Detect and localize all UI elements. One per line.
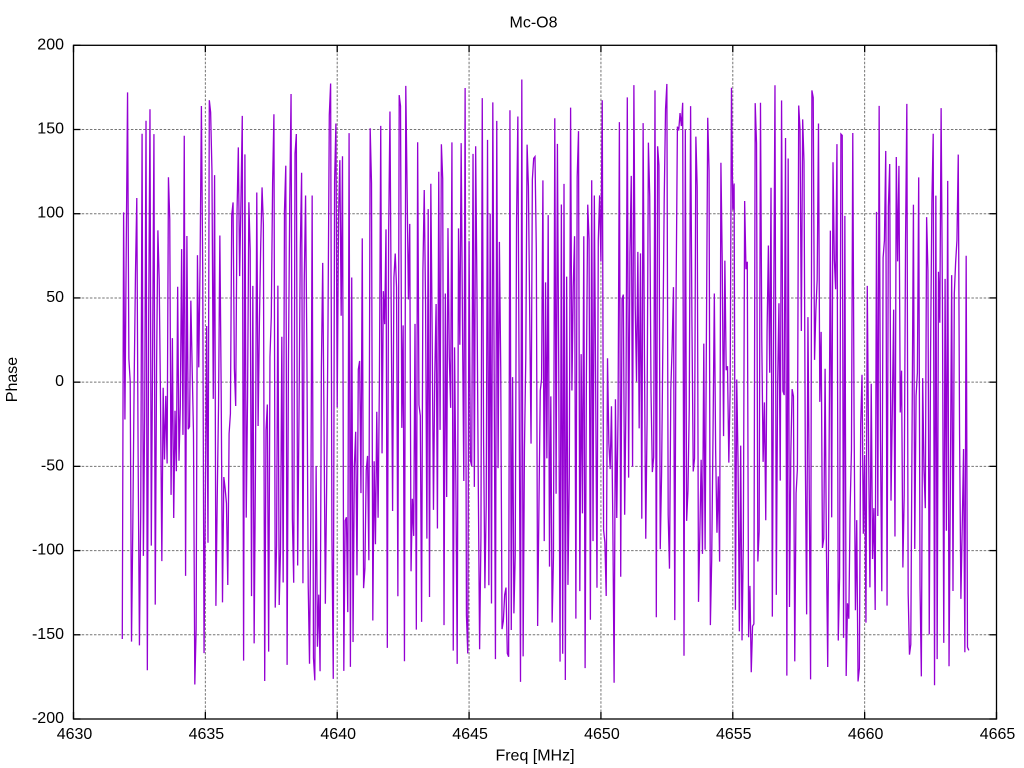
svg-text:-50: -50 <box>41 457 64 474</box>
svg-text:4650: 4650 <box>584 726 620 743</box>
svg-text:200: 200 <box>37 36 64 53</box>
svg-text:4645: 4645 <box>452 726 488 743</box>
svg-text:-100: -100 <box>32 542 64 559</box>
svg-text:150: 150 <box>37 121 64 138</box>
svg-text:100: 100 <box>37 205 64 222</box>
svg-text:4635: 4635 <box>189 726 225 743</box>
svg-text:Mc-O8: Mc-O8 <box>510 15 558 32</box>
svg-text:4640: 4640 <box>320 726 356 743</box>
svg-text:4660: 4660 <box>848 726 884 743</box>
svg-text:-150: -150 <box>32 626 64 643</box>
svg-text:-200: -200 <box>32 710 64 727</box>
svg-text:4630: 4630 <box>57 726 93 743</box>
svg-text:0: 0 <box>55 373 64 390</box>
svg-text:Phase: Phase <box>4 357 21 402</box>
svg-text:4665: 4665 <box>980 726 1016 743</box>
svg-text:4655: 4655 <box>716 726 752 743</box>
svg-text:50: 50 <box>46 289 64 306</box>
svg-text:Freq [MHz]: Freq [MHz] <box>495 748 574 765</box>
